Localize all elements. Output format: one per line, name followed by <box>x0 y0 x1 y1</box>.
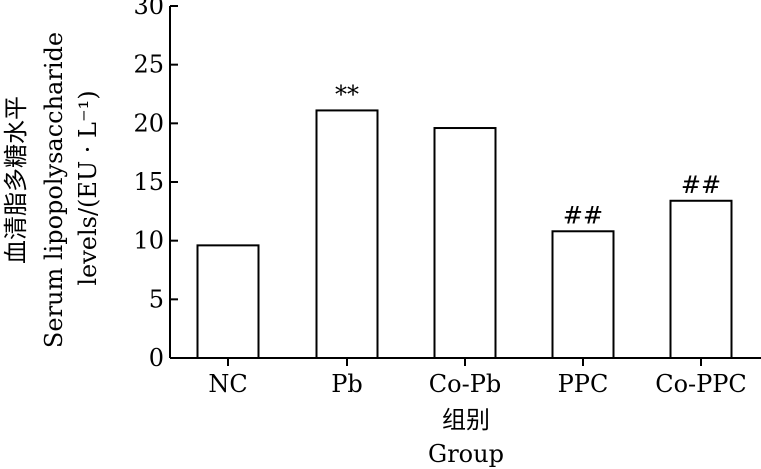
y-axis-label-english-line1: Serum lipopolysaccharide <box>40 32 68 348</box>
y-axis-label-chinese: 血清脂多糖水平 <box>2 96 30 264</box>
y-tick-label: 5 <box>149 285 164 313</box>
y-tick-label: 15 <box>133 168 164 196</box>
bar-co-ppc <box>669 199 733 359</box>
x-category-label: Co-PPC <box>655 370 747 398</box>
significance-annotation: ** <box>335 80 359 108</box>
x-ticks-group: NC Pb Co-Pb PPC Co-PPC <box>208 358 747 398</box>
x-category-label: Co-Pb <box>429 370 501 398</box>
bar-nc <box>196 244 260 359</box>
bar-co-pb <box>433 127 497 359</box>
x-category-label: PPC <box>558 370 609 398</box>
y-axis-label-english-line2: levels/(EU · L⁻¹) <box>74 90 102 285</box>
y-tick-label: 0 <box>149 344 164 372</box>
x-category-label: NC <box>208 370 247 398</box>
y-ticks-group: 0 5 10 15 20 25 30 <box>133 0 178 372</box>
y-tick-label: 10 <box>133 227 164 255</box>
annotations-group: ** ## ## <box>335 80 721 229</box>
y-tick-label: 20 <box>133 109 164 137</box>
x-axis-label-english: Group <box>428 440 504 468</box>
bar-pb <box>315 109 379 359</box>
bar-ppc <box>551 230 615 359</box>
y-tick-label: 30 <box>133 0 164 20</box>
x-axis-label-chinese: 组别 <box>442 406 490 434</box>
significance-annotation: ## <box>563 201 603 229</box>
y-tick-label: 25 <box>133 51 164 79</box>
x-category-label: Pb <box>331 370 363 398</box>
bars-group <box>196 109 733 359</box>
significance-annotation: ## <box>681 171 721 199</box>
